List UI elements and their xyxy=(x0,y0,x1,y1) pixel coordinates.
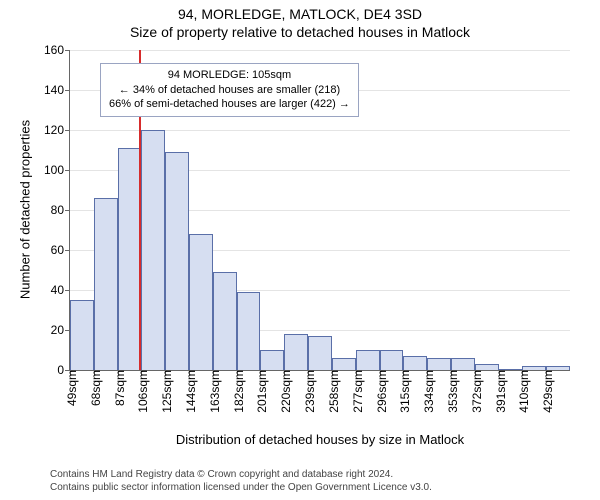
histogram-bar xyxy=(451,358,475,370)
x-tick-label: 315sqm xyxy=(394,370,412,413)
chart-container: { "title_line1": "94, MORLEDGE, MATLOCK,… xyxy=(0,0,600,500)
histogram-bar xyxy=(189,234,213,370)
x-tick-label: 277sqm xyxy=(347,370,365,413)
attribution-line1: Contains HM Land Registry data © Crown c… xyxy=(50,469,432,482)
x-tick-label: 68sqm xyxy=(85,370,103,406)
x-tick-label: 372sqm xyxy=(466,370,484,413)
histogram-bar xyxy=(356,350,380,370)
x-tick-label: 353sqm xyxy=(442,370,460,413)
histogram-bar xyxy=(403,356,427,370)
x-tick-label: 182sqm xyxy=(228,370,246,413)
attribution-line2: Contains public sector information licen… xyxy=(50,482,432,495)
x-tick-label: 239sqm xyxy=(299,370,317,413)
histogram-bar xyxy=(141,130,165,370)
histogram-bar xyxy=(308,336,332,370)
plot-area: 02040608010012014016049sqm68sqm87sqm106s… xyxy=(70,50,570,370)
x-tick-label: 258sqm xyxy=(323,370,341,413)
attribution-text: Contains HM Land Registry data © Crown c… xyxy=(50,469,432,494)
x-axis-label: Distribution of detached houses by size … xyxy=(176,432,464,447)
x-tick-label: 220sqm xyxy=(275,370,293,413)
chart-subtitle: Size of property relative to detached ho… xyxy=(0,22,600,44)
annotation-line2: ← 34% of detached houses are smaller (21… xyxy=(109,83,350,98)
y-tick-label: 40 xyxy=(51,283,70,297)
x-tick-label: 125sqm xyxy=(156,370,174,413)
x-tick-label: 49sqm xyxy=(61,370,79,406)
histogram-bar xyxy=(70,300,94,370)
x-tick-label: 391sqm xyxy=(490,370,508,413)
y-tick-label: 20 xyxy=(51,323,70,337)
annotation-line3: 66% of semi-detached houses are larger (… xyxy=(109,97,350,112)
x-tick-label: 296sqm xyxy=(371,370,389,413)
y-tick-label: 60 xyxy=(51,243,70,257)
histogram-bar xyxy=(332,358,356,370)
x-tick-label: 87sqm xyxy=(109,370,127,406)
x-tick-label: 334sqm xyxy=(418,370,436,413)
x-tick-label: 106sqm xyxy=(132,370,150,413)
y-tick-label: 100 xyxy=(44,163,70,177)
x-tick-label: 163sqm xyxy=(204,370,222,413)
chart-title-address: 94, MORLEDGE, MATLOCK, DE4 3SD xyxy=(0,0,600,22)
x-tick-label: 429sqm xyxy=(537,370,555,413)
histogram-bar xyxy=(165,152,189,370)
y-tick-label: 140 xyxy=(44,83,70,97)
histogram-bar xyxy=(427,358,451,370)
histogram-bar xyxy=(380,350,404,370)
y-tick-label: 120 xyxy=(44,123,70,137)
y-axis-label: Number of detached properties xyxy=(18,110,33,310)
gridline xyxy=(70,50,570,51)
histogram-bar xyxy=(118,148,142,370)
histogram-bar xyxy=(213,272,237,370)
histogram-bar xyxy=(94,198,118,370)
x-tick-label: 410sqm xyxy=(513,370,531,413)
x-tick-label: 144sqm xyxy=(180,370,198,413)
y-tick-label: 80 xyxy=(51,203,70,217)
x-tick-label: 201sqm xyxy=(251,370,269,413)
histogram-bar xyxy=(260,350,284,370)
annotation-box: 94 MORLEDGE: 105sqm← 34% of detached hou… xyxy=(100,63,359,118)
y-tick-label: 160 xyxy=(44,43,70,57)
histogram-bar xyxy=(237,292,261,370)
annotation-line1: 94 MORLEDGE: 105sqm xyxy=(109,68,350,83)
histogram-bar xyxy=(284,334,308,370)
